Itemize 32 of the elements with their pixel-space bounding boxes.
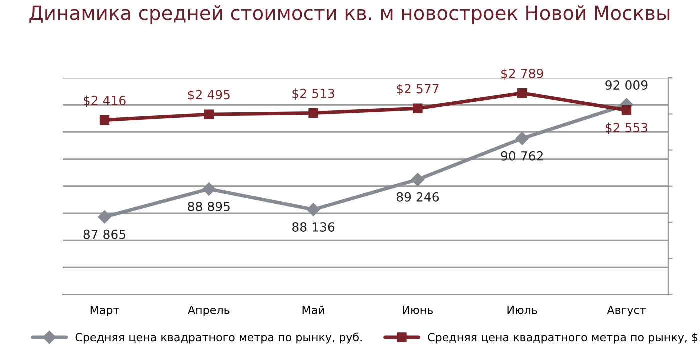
x-tick-label: Июнь [403,306,434,314]
data-label: $2 789 [502,68,544,80]
data-label: $2 495 [188,90,230,102]
data-label: $2 416 [84,96,126,107]
data-label: $2 577 [397,84,439,96]
point [308,108,318,118]
point [202,182,216,196]
point [98,210,112,224]
chart-title: Динамика средней стоимости кв. м новостроек Новой Москвы [30,5,670,24]
point [622,106,632,116]
point [204,110,214,120]
data-label: $2 513 [292,88,334,100]
point [517,88,528,98]
data-label: 87 865 [84,230,126,240]
x-tick-label: Май [302,306,324,314]
data-label: 88 895 [188,202,230,212]
point [413,104,423,114]
legend-label: Средняя цена квадратного метра по рынку, $ [428,332,698,344]
data-label: 88 136 [292,222,335,232]
point [516,132,529,146]
data-label: 92 009 [606,80,648,90]
data-label: 89 246 [396,192,440,202]
point [306,203,320,216]
x-tick-label: Июль [508,306,538,314]
x-tick-label: Август [607,306,646,317]
legend-label: Средняя цена квадратного метра по рынку, руб. [76,332,362,344]
data-label: 90 762 [501,151,543,161]
x-tick-label: Март [90,306,120,317]
x-tick-label: Апрель [188,306,230,317]
point [411,173,425,186]
data-label: $2 553 [606,122,648,134]
point [100,115,110,126]
